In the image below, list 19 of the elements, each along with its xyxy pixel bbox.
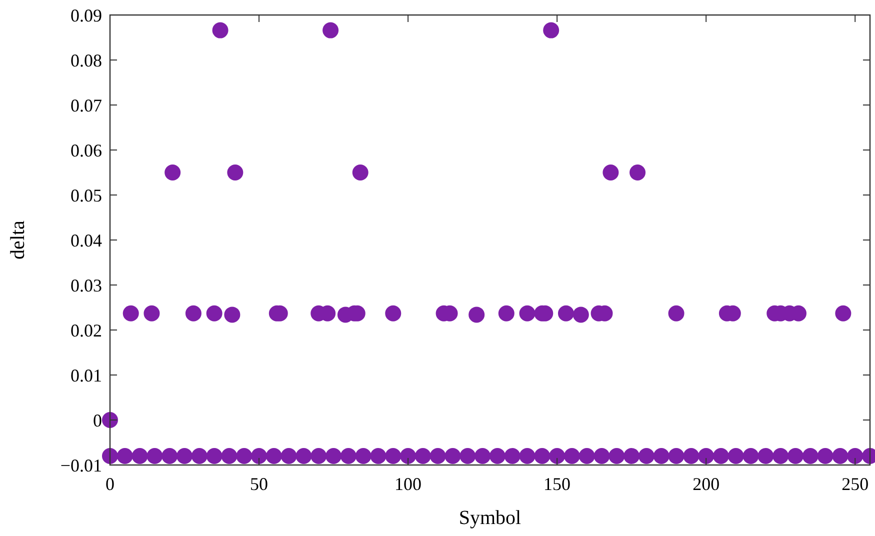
x-axis-title: Symbol — [458, 507, 522, 529]
y-tick-label: 0.07 — [70, 95, 102, 116]
x-tick-label: 50 — [250, 474, 268, 494]
y-tick-label: 0.01 — [70, 365, 102, 386]
y-tick-label: 0.08 — [70, 50, 102, 70]
y-tick-label: 0.03 — [70, 275, 102, 296]
y-tick-label: 0.02 — [70, 320, 102, 340]
x-tick-label: 100 — [394, 474, 422, 494]
x-tick-label: 0 — [106, 474, 114, 494]
x-tick-label: 250 — [842, 474, 869, 494]
y-axis-title: delta — [7, 220, 29, 260]
y-tick-label: 0.04 — [70, 230, 102, 250]
y-tick-label: −0.01 — [60, 455, 102, 476]
y-tick-label: 0.09 — [70, 5, 102, 26]
y-tick-label: 0.06 — [70, 140, 102, 160]
x-tick-label: 150 — [544, 474, 571, 494]
y-tick-label: 0 — [93, 410, 102, 430]
y-tick-label: 0.05 — [70, 185, 102, 206]
x-tick-label: 200 — [692, 474, 720, 494]
